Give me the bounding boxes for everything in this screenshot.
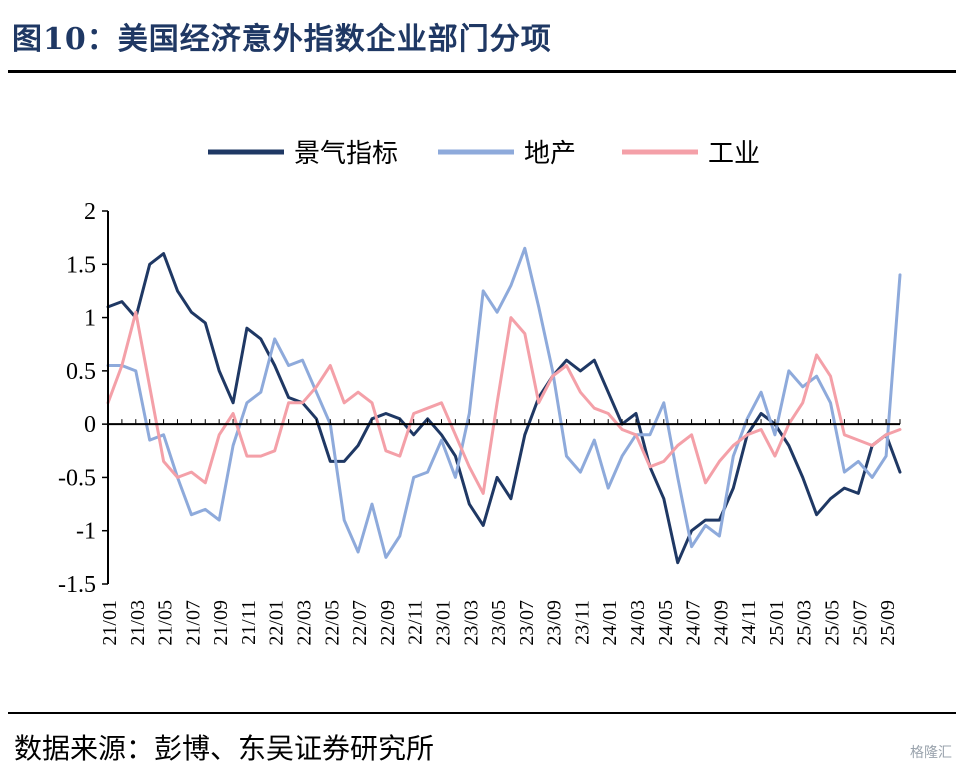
x-tick-label: 22/09 <box>377 600 399 646</box>
legend-label-3: 工业 <box>708 139 760 168</box>
y-tick-label: 2 <box>84 199 96 225</box>
legend-label-2: 地产 <box>524 139 576 168</box>
x-tick-label: 22/03 <box>294 600 316 646</box>
axes: 2 1.5 1 0.5 0 -0.5 -1 -1.521/01 21/03 21/05 21/07 2… <box>58 199 901 646</box>
y-tick-label: -1 <box>76 519 96 545</box>
legend-label-1: 景气指标 <box>294 139 398 168</box>
y-tick-label: 1 <box>84 306 96 332</box>
x-tick-label: 25/07 <box>849 600 871 646</box>
x-tick-label: 23/05 <box>488 600 510 646</box>
series-line-1 <box>106 252 902 565</box>
x-tick-label: 24/11 <box>738 600 760 645</box>
title-divider <box>8 70 956 73</box>
x-tick-label: 24/07 <box>683 600 705 646</box>
x-tick-label: 23/11 <box>571 600 593 645</box>
y-tick-label: 1.5 <box>66 252 96 278</box>
x-tick-label: 23/03 <box>460 600 482 646</box>
chart: 景气指标 地产 工业 2 1.5 1 0.5 0 -0.5 -1 -1.521/01 21/03 21… <box>58 139 902 646</box>
footer-divider <box>8 712 956 714</box>
watermark: 格隆汇 <box>910 745 952 761</box>
x-tick-label: 21/03 <box>127 600 149 646</box>
x-tick-label: 21/01 <box>99 600 121 646</box>
x-tick-label: 24/09 <box>710 600 732 646</box>
x-tick-label: 22/01 <box>266 600 288 646</box>
x-tick-label: 21/07 <box>182 600 204 646</box>
x-tick-label: 22/05 <box>321 600 343 646</box>
x-tick-label: 24/01 <box>599 600 621 646</box>
x-tick-label: 25/03 <box>794 600 816 646</box>
x-tick-label: 22/07 <box>349 600 371 646</box>
source-note: 数据来源：彭博、东吴证券研究所 <box>14 732 435 765</box>
series-layer <box>106 246 902 565</box>
x-tick-label: 21/05 <box>155 600 177 646</box>
series-line-2 <box>106 246 902 559</box>
x-tick-label: 22/11 <box>405 600 427 645</box>
x-tick-label: 23/07 <box>516 600 538 646</box>
x-tick-label: 23/01 <box>432 600 454 646</box>
y-tick-label: 0.5 <box>66 359 96 385</box>
x-tick-label: 24/05 <box>655 600 677 646</box>
x-tick-label: 21/11 <box>238 600 260 645</box>
x-tick-label: 25/01 <box>766 600 788 646</box>
y-tick-label: -1.5 <box>58 572 96 598</box>
x-tick-label: 21/09 <box>210 600 232 646</box>
legend: 景气指标 地产 工业 <box>208 139 760 168</box>
x-tick-label: 23/09 <box>544 600 566 646</box>
y-tick-label: 0 <box>84 412 96 438</box>
y-tick-label: -0.5 <box>58 465 96 491</box>
page-title: 图10：美国经济意外指数企业部门分项 <box>12 22 552 57</box>
x-tick-label: 24/03 <box>627 600 649 646</box>
series-line-3 <box>106 310 902 495</box>
x-tick-label: 25/05 <box>822 600 844 646</box>
x-tick-label: 25/09 <box>877 600 899 646</box>
